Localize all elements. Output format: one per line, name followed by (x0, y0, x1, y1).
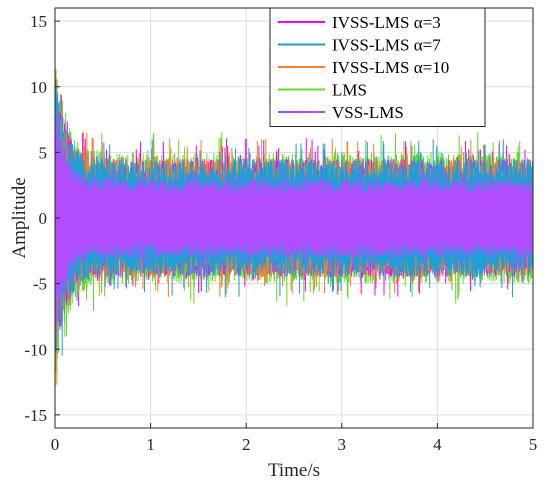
y-tick-label: 15 (30, 12, 47, 31)
x-tick-label: 3 (338, 435, 347, 454)
x-axis-label: Time/s (268, 460, 320, 481)
x-tick-label: 0 (51, 435, 60, 454)
legend: IVSS-LMS α=3 IVSS-LMS α=7 IVSS-LMS α=10 LMS… (269, 7, 486, 127)
legend-label-0: IVSS-LMS α=3 (332, 13, 441, 32)
legend-label-1: IVSS-LMS α=7 (332, 36, 441, 55)
legend-label-3: LMS (332, 81, 367, 100)
y-tick-label: 5 (39, 143, 48, 162)
x-tick-label: 4 (433, 435, 442, 454)
legend-label-4: VSS-LMS (332, 103, 404, 122)
y-tick-label: -15 (24, 406, 47, 425)
x-tick-label: 5 (529, 435, 538, 454)
y-tick-label: 10 (30, 78, 47, 97)
series-line-4 (54, 108, 534, 333)
y-tick-label: -10 (24, 340, 47, 359)
y-axis-label: Amplitude (9, 177, 30, 258)
x-tick-label: 2 (242, 435, 251, 454)
x-tick-label: 1 (146, 435, 155, 454)
y-tick-label: -5 (33, 275, 47, 294)
tick-labels: 0 1 2 3 4 5 15 10 5 0 -5 -10 -15 (24, 12, 537, 454)
legend-label-2: IVSS-LMS α=10 (332, 58, 449, 77)
y-tick-label: 0 (39, 209, 48, 228)
plot-area (54, 69, 534, 386)
